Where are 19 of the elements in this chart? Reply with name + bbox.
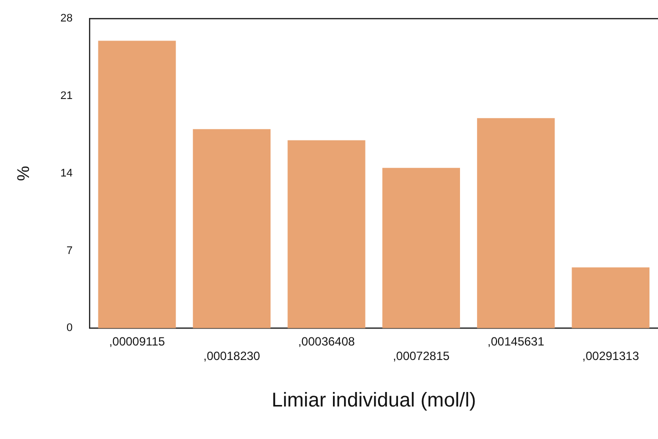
x-tick-label: ,00072815	[392, 349, 450, 364]
bar	[192, 129, 271, 328]
y-tick-label: 7	[66, 244, 73, 257]
x-tick-label: ,00018230	[203, 349, 260, 364]
bar	[288, 140, 366, 328]
x-tick-label: ,00036408	[298, 334, 356, 349]
y-tick-label: 21	[60, 90, 73, 102]
bar	[477, 118, 555, 328]
y-tick-label: 14	[60, 167, 73, 180]
y-tick-label: 28	[60, 12, 73, 25]
x-tick-label: ,00009115	[109, 334, 166, 349]
x-axis-title: Limiar individual (mol/l)	[272, 390, 476, 412]
x-tick-label: ,00145631	[488, 334, 545, 349]
y-axis-title: %	[14, 166, 33, 181]
bar	[382, 168, 460, 328]
bar	[98, 40, 176, 328]
y-tick-label: 0	[66, 322, 73, 334]
bar	[572, 267, 650, 328]
x-tick-label: ,00291313	[582, 349, 640, 364]
